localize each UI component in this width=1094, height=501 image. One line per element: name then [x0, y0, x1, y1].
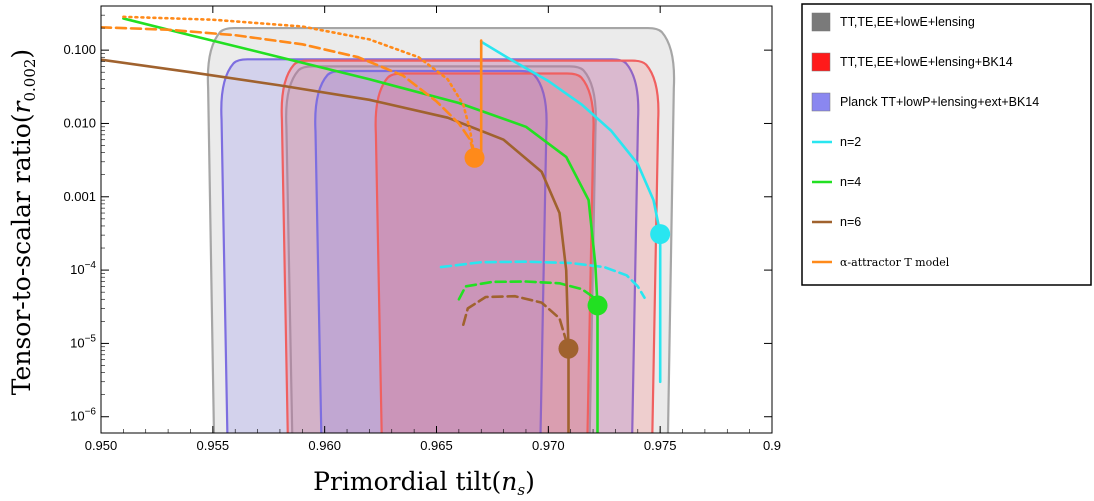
legend-swatch-0 [811, 12, 831, 32]
legend-label-3: n=2 [840, 135, 861, 149]
marker-point-3 [558, 338, 579, 359]
legend-label-5: n=6 [840, 215, 861, 229]
x-tick-label: 0.955 [197, 438, 230, 453]
legend-box [801, 3, 1092, 286]
region-68-4 [314, 69, 548, 433]
endpoint-markers [464, 147, 671, 359]
marker-point-0 [464, 147, 485, 168]
legend-label-0: TT,TE,EE+lowE+lensing [840, 15, 975, 29]
region-68-5 [374, 72, 595, 433]
legend-swatch-2 [811, 92, 831, 112]
curve--attractor-t-model-dotted [122, 15, 476, 159]
curve-n-6-dashed [461, 294, 570, 350]
confidence-regions [206, 26, 676, 433]
x-tick-label: 0.950 [85, 438, 118, 453]
marker-point-1 [650, 224, 671, 245]
curve-n-6-solid [101, 58, 570, 433]
legend-label-4: n=4 [840, 175, 861, 189]
y-tick-label: 10−4 [70, 260, 96, 277]
y-tick-label: 0.100 [63, 42, 96, 57]
curve-n-2-dashed [439, 260, 646, 300]
x-axis-title: Primordial tilt(ns) [313, 467, 535, 499]
x-axis-ticks: 0.950 0.955 0.960 0.965 0.970 0.975 0.9 [85, 6, 781, 453]
y-axis-ticks: 10−6 10−5 10−4 0.001 0.010 0.100 [63, 5, 772, 424]
legend-label-6: α-attractor T model [840, 256, 950, 269]
legend-label-2: Planck TT+lowP+lensing+ext+BK14 [840, 95, 1039, 109]
region-68-1 [285, 65, 597, 433]
y-tick-label: 0.010 [63, 115, 96, 130]
curve--attractor-t-model-dashed [101, 25, 476, 159]
x-tick-label: 0.975 [644, 438, 677, 453]
marker-point-2 [587, 295, 608, 316]
curve-n-4-dashed [457, 280, 599, 307]
y-tick-label: 10−6 [70, 407, 96, 424]
x-tick-label: 0.965 [420, 438, 453, 453]
region-95-0 [206, 26, 676, 433]
curve-n-2-solid [479, 40, 662, 384]
x-tick-label: 0.9 [763, 438, 781, 453]
legend-swatch-1 [811, 52, 831, 72]
legend-label-1: TT,TE,EE+lowE+lensing+BK14 [840, 55, 1013, 69]
legend: TT,TE,EE+lowE+lensing TT,TE,EE+lowE+lensi… [801, 3, 1092, 286]
y-tick-label: 10−5 [70, 333, 96, 350]
y-axis-title: Tensor-to-scalar ratio(r0.002) [7, 49, 39, 395]
model-curves [101, 15, 662, 433]
x-tick-label: 0.960 [308, 438, 341, 453]
y-tick-label: 0.001 [63, 189, 96, 204]
x-tick-label: 0.970 [532, 438, 565, 453]
